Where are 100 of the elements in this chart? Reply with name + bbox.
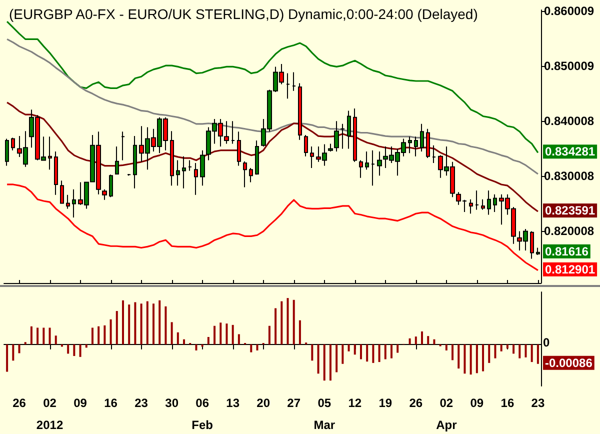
category-label: 23	[531, 396, 545, 410]
bar	[42, 328, 45, 344]
candlestick	[176, 160, 180, 186]
category-label: 13	[226, 396, 240, 410]
bar	[207, 336, 210, 344]
bar	[140, 304, 142, 344]
category-label: 02 Apr	[436, 396, 457, 432]
bar	[36, 328, 39, 344]
bar	[146, 301, 148, 344]
category-label: 19	[378, 396, 392, 410]
candlestick	[310, 146, 314, 168]
bar	[518, 344, 521, 358]
bar	[232, 324, 234, 344]
candlestick	[243, 160, 247, 188]
bar	[323, 344, 326, 381]
bar	[482, 344, 484, 372]
bar	[336, 344, 338, 372]
bar	[110, 319, 112, 344]
candlestick	[237, 131, 241, 166]
candlestick	[304, 134, 308, 157]
candlestick	[11, 137, 15, 151]
text: 0.81616	[545, 244, 589, 258]
bar	[79, 344, 82, 357]
bar	[452, 344, 454, 360]
category-label: 26	[409, 396, 423, 410]
bar	[372, 344, 374, 363]
candlestick	[170, 130, 174, 186]
bar	[414, 336, 417, 344]
bar	[384, 344, 386, 360]
data-label: 0.834281	[545, 144, 596, 159]
candlestick	[408, 136, 412, 154]
bar	[134, 302, 136, 344]
bar	[286, 298, 289, 344]
candlestick	[420, 123, 424, 152]
bar	[536, 344, 539, 364]
candlestick	[530, 230, 534, 260]
bar	[85, 344, 88, 348]
text: -0.00086	[545, 356, 593, 370]
bar	[476, 344, 478, 374]
bar	[427, 336, 430, 344]
bar	[470, 344, 472, 375]
bar	[488, 344, 490, 363]
candlestick	[54, 150, 58, 196]
candlestick	[371, 150, 375, 186]
bar	[226, 324, 228, 344]
candlestick	[72, 188, 76, 218]
line-series	[6, 20, 539, 154]
category-label: 16	[500, 396, 514, 410]
bar	[122, 300, 124, 344]
bar	[366, 344, 368, 362]
bar	[250, 344, 252, 352]
candlestick	[231, 120, 235, 144]
bar	[421, 331, 424, 344]
candlestick	[249, 167, 253, 183]
bar	[158, 300, 161, 344]
bar	[220, 322, 222, 344]
candlestick	[347, 110, 351, 150]
bar	[152, 304, 155, 344]
bar	[458, 344, 460, 369]
bar	[183, 339, 186, 344]
bar	[342, 344, 344, 364]
candlestick	[487, 190, 491, 216]
bar	[30, 326, 32, 344]
bar	[54, 336, 57, 344]
line-series	[6, 102, 539, 212]
category-label: 26	[12, 396, 26, 410]
bar	[116, 311, 118, 344]
candlestick	[194, 162, 198, 196]
bar	[280, 301, 283, 344]
category-label: 30	[165, 396, 178, 410]
data-label: 0.823591	[545, 203, 596, 218]
bar	[12, 344, 14, 361]
candlestick	[5, 138, 9, 166]
candlestick	[414, 136, 418, 157]
bar	[494, 344, 496, 358]
bar	[256, 344, 258, 350]
text: 0	[543, 335, 550, 350]
candlestick	[365, 150, 369, 170]
candlestick	[298, 82, 302, 140]
bar	[348, 344, 350, 352]
chart-title: (EURGBP A0-FX - EURO/UK STERLING,D) Dynamic,0:00-24:00 (Delayed)	[9, 6, 478, 22]
candlestick	[292, 72, 296, 92]
bar	[104, 325, 106, 344]
bar	[378, 344, 380, 362]
candlestick	[328, 143, 333, 152]
bar	[292, 300, 295, 344]
candlestick	[475, 190, 479, 210]
y-tick-label: 0.850009	[544, 59, 594, 74]
candlestick	[133, 136, 137, 189]
y-tick-label: 0.820008	[544, 224, 594, 238]
candlestick	[353, 108, 357, 162]
candlestick	[121, 131, 125, 161]
bar	[512, 344, 515, 354]
candlestick	[469, 198, 473, 214]
y-tick-label: 0.860009	[544, 4, 594, 18]
bar	[214, 326, 216, 344]
bar	[128, 304, 130, 344]
bar	[274, 308, 277, 344]
bar	[238, 334, 240, 344]
category-label: 09	[74, 396, 87, 410]
